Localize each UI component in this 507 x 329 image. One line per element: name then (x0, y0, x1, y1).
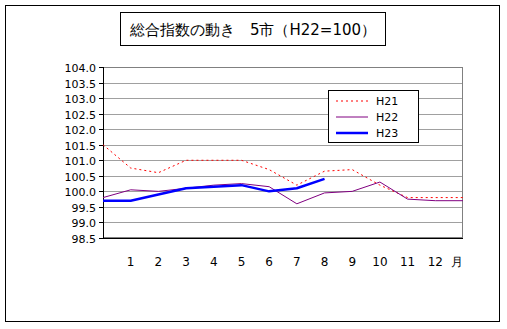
series-line (103, 182, 463, 204)
legend-label: H21 (376, 95, 398, 108)
grid-line (103, 160, 463, 161)
legend-label: H22 (376, 111, 398, 124)
y-tick-label: 102.5 (65, 109, 97, 122)
y-tick (99, 67, 103, 68)
y-axis (103, 67, 104, 238)
y-tick (99, 222, 103, 223)
y-tick-label: 100.0 (65, 186, 97, 199)
y-tick-label: 98.5 (72, 233, 97, 246)
x-tick-label: 4 (210, 255, 218, 269)
x-tick-label: 10 (372, 255, 387, 269)
y-tick (99, 238, 103, 239)
y-tick (99, 191, 103, 192)
y-tick (99, 83, 103, 84)
y-tick-label: 104.0 (65, 62, 97, 75)
legend-swatch (336, 117, 368, 118)
series-group (103, 145, 463, 204)
y-tick-label: 100.5 (65, 171, 97, 184)
legend: H21 H22 H23 (329, 91, 419, 143)
x-axis-label: 月 (451, 255, 463, 269)
grid-line (103, 222, 463, 223)
x-tick-label: 5 (238, 255, 246, 269)
chart-frame (6, 6, 500, 322)
y-tick (99, 98, 103, 99)
grid-line (103, 238, 463, 239)
grid-line (103, 145, 463, 146)
x-tick-label: 6 (265, 255, 273, 269)
y-tick-label: 103.0 (65, 93, 97, 106)
x-tick-label: 7 (293, 255, 301, 269)
grid-line (103, 176, 463, 177)
plot-border (104, 68, 463, 238)
x-tick-label: 8 (321, 255, 329, 269)
y-tick (99, 145, 103, 146)
y-tick-label: 99.5 (72, 202, 97, 215)
grid-line (103, 207, 463, 208)
y-tick (99, 160, 103, 161)
grid-line (103, 83, 463, 84)
chart: 総合指数の動き 5市（H22=100） 98.5 99.0 99.5 100.0 100.… (0, 0, 507, 329)
y-tick-label: 103.5 (65, 78, 97, 91)
x-axis (103, 238, 463, 239)
legend-swatch (336, 132, 368, 135)
x-tick-label: 11 (400, 255, 415, 269)
title-box (121, 13, 386, 46)
y-tick (99, 129, 103, 130)
x-tick-label: 3 (182, 255, 190, 269)
x-tick-label: 1 (127, 255, 135, 269)
plot-area (103, 67, 463, 238)
series-line (103, 179, 325, 201)
legend-box (329, 91, 419, 143)
y-tick-label: 99.0 (72, 217, 97, 230)
title: 総合指数の動き 5市（H22=100） (129, 21, 376, 39)
x-tick-label: 9 (348, 255, 356, 269)
y-tick (99, 114, 103, 115)
x-tick-label: 12 (428, 255, 443, 269)
y-tick-label: 101.0 (65, 155, 97, 168)
y-tick-label: 102.0 (65, 124, 97, 137)
legend-swatch (336, 101, 368, 102)
x-tick-label: 2 (155, 255, 163, 269)
y-tick (99, 207, 103, 208)
y-tick-label: 101.5 (65, 140, 97, 153)
y-tick (99, 176, 103, 177)
legend-label: H23 (376, 127, 398, 140)
